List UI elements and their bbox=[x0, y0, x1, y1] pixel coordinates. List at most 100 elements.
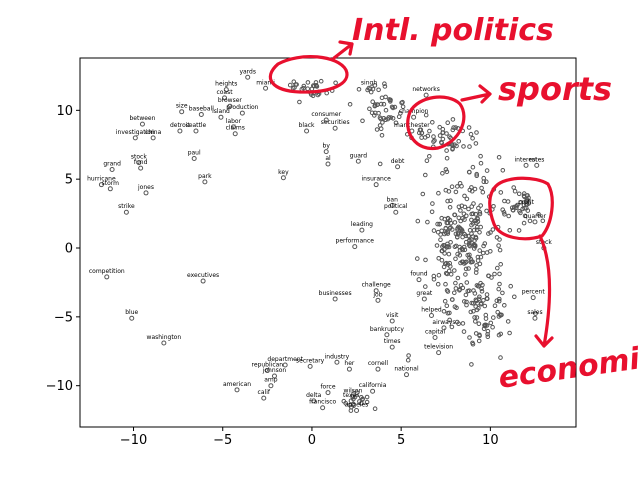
cloud-point bbox=[466, 125, 472, 130]
point-label: republican bbox=[252, 362, 284, 369]
cloud-point bbox=[375, 102, 380, 107]
cloud-point bbox=[479, 185, 484, 191]
cloud-point bbox=[540, 218, 546, 224]
scatter-point-political bbox=[393, 209, 399, 215]
cloud-point bbox=[419, 130, 425, 136]
cloud-point bbox=[287, 82, 293, 88]
point-label: hurricane bbox=[87, 176, 116, 183]
cloud-point bbox=[468, 131, 474, 137]
scatter-point-bankruptcy bbox=[384, 332, 390, 338]
cloud-point bbox=[523, 199, 529, 204]
cloud-point bbox=[478, 301, 484, 307]
scatter-point-claims bbox=[232, 131, 238, 137]
cloud-point bbox=[452, 268, 457, 273]
cloud-point bbox=[441, 264, 447, 270]
scatter-point-wilson bbox=[350, 394, 356, 400]
cloud-point bbox=[435, 281, 441, 287]
point-label: businesses bbox=[319, 290, 352, 297]
cloud-point bbox=[427, 128, 432, 134]
cloud-point bbox=[473, 141, 479, 146]
cloud-point bbox=[512, 188, 518, 194]
scatter-point-park bbox=[202, 179, 208, 185]
cloud-point bbox=[417, 127, 423, 133]
cloud-point bbox=[477, 211, 483, 217]
cloud-point bbox=[383, 94, 388, 100]
cloud-point bbox=[431, 273, 437, 279]
scatter-point-airways bbox=[441, 325, 447, 331]
cloud-point bbox=[517, 209, 522, 214]
cloud-point bbox=[457, 248, 463, 253]
cloud-point bbox=[429, 209, 435, 215]
cloud-point bbox=[389, 104, 395, 110]
point-label: quarter bbox=[524, 213, 547, 220]
cloud-point bbox=[473, 319, 478, 324]
cloud-point bbox=[478, 254, 484, 260]
scatter-point-executives bbox=[200, 278, 206, 284]
scatter-point-stock bbox=[136, 160, 142, 166]
cloud-point bbox=[446, 189, 452, 194]
point-label: california bbox=[359, 382, 387, 389]
cloud-point bbox=[452, 290, 457, 296]
cloud-point bbox=[476, 205, 481, 211]
cloud-point bbox=[444, 131, 449, 136]
point-label: department bbox=[267, 356, 303, 363]
cloud-point bbox=[500, 290, 505, 296]
point-label: challenge bbox=[362, 282, 391, 289]
point-label: claims bbox=[226, 125, 245, 132]
cloud-point bbox=[461, 329, 467, 334]
cloud-point bbox=[440, 130, 446, 136]
cloud-point bbox=[478, 153, 483, 159]
cloud-point bbox=[469, 222, 474, 228]
scatter-point-amp bbox=[268, 383, 274, 389]
point-label: miami bbox=[256, 79, 275, 86]
scatter-point-interest bbox=[523, 162, 529, 168]
cloud-point bbox=[377, 123, 383, 128]
cloud-point bbox=[297, 99, 302, 105]
cloud-point bbox=[445, 220, 451, 226]
cloud-point bbox=[301, 83, 307, 89]
point-label: bankruptcy bbox=[370, 326, 404, 333]
cloud-point bbox=[511, 204, 517, 210]
annotation-label-sports: sports bbox=[498, 70, 612, 108]
cloud-point bbox=[460, 259, 466, 265]
cloud-point bbox=[507, 228, 513, 233]
cloud-point bbox=[305, 80, 311, 85]
cloud-point bbox=[512, 294, 517, 300]
cloud-point bbox=[443, 271, 449, 276]
cloud-point bbox=[434, 243, 440, 248]
cloud-point bbox=[445, 310, 451, 316]
scatter-point-visit bbox=[389, 318, 395, 324]
scatter-point-detroit bbox=[177, 128, 183, 134]
point-label: debt bbox=[391, 158, 405, 165]
cloud-point bbox=[387, 97, 392, 102]
point-label: browser bbox=[218, 97, 243, 104]
cloud-point bbox=[473, 297, 479, 303]
cloud-point bbox=[452, 220, 458, 225]
cloud-point bbox=[444, 169, 450, 175]
scatter-point-performance bbox=[352, 244, 358, 250]
cloud-point bbox=[318, 78, 324, 84]
dense-point-cloud bbox=[287, 78, 546, 413]
point-label: size bbox=[176, 103, 188, 110]
annotation-arrow-politics bbox=[332, 40, 354, 60]
scatter-point-networks bbox=[423, 92, 429, 98]
cloud-point bbox=[492, 271, 497, 277]
cloud-point bbox=[378, 116, 384, 122]
cloud-point bbox=[312, 83, 317, 89]
cloud-point bbox=[454, 305, 459, 311]
cloud-point bbox=[445, 241, 450, 247]
cloud-point bbox=[350, 402, 356, 408]
point-label: sales bbox=[527, 309, 542, 316]
cloud-point bbox=[473, 234, 479, 240]
scatter-point-competition bbox=[104, 274, 110, 280]
cloud-point bbox=[447, 217, 453, 223]
cloud-point bbox=[465, 288, 471, 294]
cloud-point bbox=[470, 301, 476, 306]
cloud-point bbox=[368, 89, 374, 95]
cloud-point bbox=[474, 315, 480, 320]
cloud-point bbox=[453, 231, 459, 237]
scatter-point-storm bbox=[107, 186, 113, 192]
cloud-point bbox=[483, 312, 489, 318]
cloud-point bbox=[469, 188, 475, 194]
cloud-point bbox=[472, 243, 478, 248]
